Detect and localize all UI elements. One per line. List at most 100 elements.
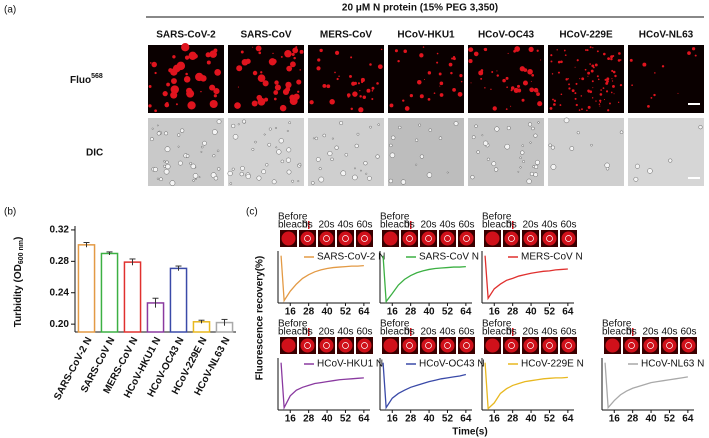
droplet: [394, 49, 398, 53]
droplet: [289, 94, 296, 101]
row-label: Fluo568: [70, 73, 103, 86]
droplet: [505, 76, 509, 80]
droplet: [521, 98, 525, 102]
droplet: [607, 57, 611, 61]
bleach-marker: [410, 328, 412, 336]
droplet: [170, 85, 179, 94]
bleach-ring: [463, 342, 470, 349]
droplet: [151, 61, 157, 68]
x-tick-label: 40: [424, 307, 436, 318]
droplet: [592, 87, 594, 89]
dic-droplet: [619, 130, 624, 134]
dic-droplet: [471, 135, 476, 140]
droplet: [380, 48, 383, 51]
dic-droplet: [604, 162, 610, 169]
droplet: [371, 86, 375, 90]
droplet: [338, 75, 340, 78]
frame-label: 0s: [404, 220, 415, 231]
row-label-sup: 568: [91, 73, 103, 80]
dic-droplet: [212, 129, 218, 135]
droplet: [468, 47, 474, 52]
droplet: [148, 104, 152, 108]
bleach-ring: [565, 342, 572, 349]
dic-droplet: [633, 176, 639, 182]
droplet: [252, 46, 254, 48]
bleach-ring: [425, 235, 432, 242]
droplet: [183, 76, 191, 83]
droplet: [200, 90, 202, 93]
frap-droplet: [440, 338, 455, 353]
droplet: [599, 101, 602, 103]
frap-droplet: [338, 231, 353, 246]
dic-droplet: [446, 171, 449, 174]
x-tick-label: 52: [340, 414, 352, 425]
bleach-ring: [304, 235, 311, 242]
dic-droplet: [164, 131, 169, 136]
dic-image: [628, 118, 704, 186]
recovery-line: [484, 362, 568, 410]
droplet: [427, 71, 432, 75]
frap-droplet: [643, 338, 658, 353]
droplet: [457, 91, 463, 97]
droplet: [297, 90, 300, 93]
y-axis-label-text: Turbidity (OD: [13, 264, 24, 327]
droplet: [436, 61, 439, 64]
before-label: bleach: [380, 220, 409, 231]
droplet: [612, 55, 615, 58]
dic-droplet: [231, 167, 235, 171]
droplet: [439, 93, 444, 97]
droplet: [578, 109, 581, 111]
dic-droplet: [389, 152, 396, 159]
droplet: [596, 50, 599, 53]
dic-droplet: [369, 125, 372, 129]
dic-droplet: [377, 123, 380, 126]
frame-label: 60s: [458, 220, 474, 231]
x-tick-label: 52: [544, 307, 556, 318]
droplet: [553, 103, 556, 106]
dic-droplet: [533, 133, 538, 138]
dic-droplet: [400, 179, 407, 185]
droplet: [510, 86, 515, 90]
dic-droplet: [149, 137, 154, 142]
droplet: [209, 99, 218, 109]
droplet: [611, 69, 614, 73]
x-tick-label: 40: [526, 414, 538, 425]
dic-droplet: [344, 153, 349, 157]
dic-droplet: [190, 163, 196, 169]
dic-droplet: [227, 170, 233, 177]
dic-droplet: [156, 131, 161, 136]
legend-label: HCoV-NL63 N: [641, 359, 704, 370]
dic-droplet: [291, 179, 295, 183]
frap-droplet: [300, 231, 315, 246]
dic-droplet: [198, 176, 201, 179]
droplet: [687, 51, 691, 55]
droplet: [614, 74, 617, 78]
droplet: [336, 77, 339, 81]
droplet: [371, 89, 374, 92]
droplet: [604, 78, 607, 81]
droplet: [280, 55, 283, 58]
dic-droplet: [483, 140, 489, 146]
dic-droplet: [200, 150, 203, 153]
dic-droplet: [177, 133, 181, 137]
before-label: bleach: [482, 327, 511, 338]
dic-droplet: [151, 127, 154, 130]
before-label: Before: [482, 212, 512, 223]
y-tick-label: 0.24: [50, 287, 70, 298]
dic-droplet: [576, 131, 580, 135]
dic-droplet: [242, 119, 247, 124]
dic-droplet: [179, 128, 185, 133]
droplet: [581, 108, 583, 111]
droplet: [591, 64, 595, 68]
dic-droplet: [315, 157, 321, 162]
droplet: [329, 99, 335, 105]
bleach-ring: [527, 342, 534, 349]
recovery-line: [382, 255, 466, 304]
droplet: [537, 101, 543, 107]
dic-droplet: [520, 150, 525, 155]
droplet: [251, 100, 258, 107]
droplet: [187, 101, 196, 110]
before-label: Before: [380, 212, 410, 223]
dic-droplet: [521, 144, 524, 147]
